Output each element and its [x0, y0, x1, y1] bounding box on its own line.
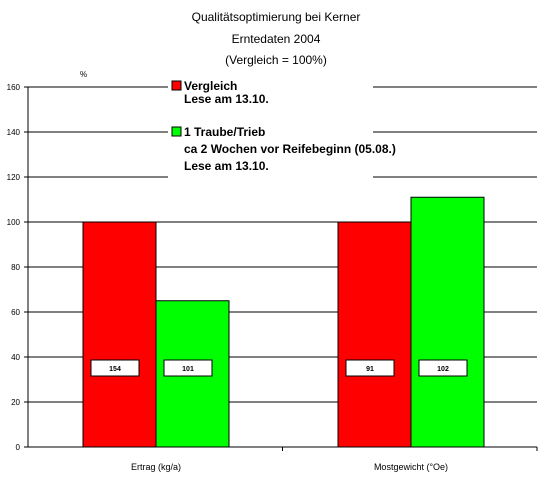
y-tick-label: 40 [11, 353, 20, 362]
y-tick-label: 100 [7, 218, 21, 227]
y-tick-label: 0 [16, 443, 21, 452]
legend-text-1-2: Lese am 13.10. [184, 92, 269, 106]
chart-title-line-3: (Vergleich = 100%) [225, 53, 327, 67]
data-label: 91 [366, 366, 374, 373]
y-tick-label: 120 [7, 173, 21, 182]
value-label-box [418, 359, 468, 377]
chart-title-line-2: Erntedaten 2004 [231, 32, 321, 46]
y-tick-label: 60 [11, 308, 20, 317]
legend-text-1-1: Vergleich [184, 79, 237, 93]
legend-text-2-3: Lese am 13.10. [184, 159, 269, 173]
chart-title-line-1: Qualitätsoptimierung bei Kerner [191, 10, 361, 24]
data-label: 154 [109, 366, 121, 373]
bar-traube-2 [410, 196, 485, 448]
legend-text-2-2: ca 2 Wochen vor Reifebeginn (05.08.) [184, 142, 396, 156]
y-tick-label: 20 [11, 398, 20, 407]
y-tick-label: 160 [7, 83, 21, 92]
y-tick-label: 80 [11, 263, 20, 272]
value-label-box [163, 359, 213, 377]
legend-swatch-1 [171, 80, 182, 91]
legend-swatch-2 [171, 126, 182, 137]
y-tick-label: 140 [7, 128, 21, 137]
data-label: 102 [437, 366, 449, 373]
y-axis-unit-label: % [80, 70, 87, 79]
legend-text-2-1: 1 Traube/Trieb [184, 125, 265, 139]
legend-box [168, 78, 373, 182]
bar-vergleich-1 [82, 221, 157, 448]
x-category-label: Ertrag (kg/a) [131, 462, 181, 472]
value-label-box [90, 359, 140, 377]
bar-vergleich-2 [337, 221, 412, 448]
x-category-label: Mostgewicht (°Oe) [374, 462, 448, 472]
data-label: 101 [182, 366, 194, 373]
value-label-box [345, 359, 395, 377]
